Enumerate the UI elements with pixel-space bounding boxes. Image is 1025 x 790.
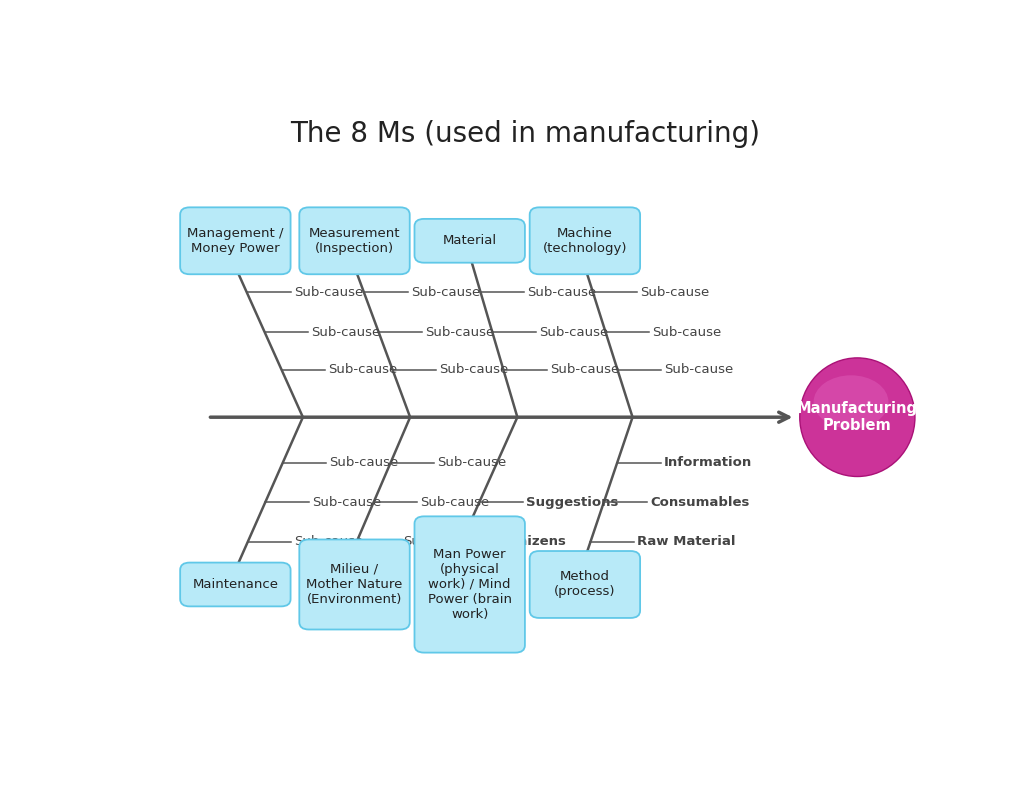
- Text: Suggestions: Suggestions: [526, 496, 618, 509]
- Text: Method
(process): Method (process): [555, 570, 616, 599]
- Text: Raw Material: Raw Material: [638, 536, 736, 548]
- Text: Sub-cause: Sub-cause: [294, 536, 364, 548]
- FancyBboxPatch shape: [180, 562, 290, 607]
- Text: Consumables: Consumables: [651, 496, 750, 509]
- Text: Sub-cause: Sub-cause: [425, 325, 495, 339]
- Text: Sub-cause: Sub-cause: [411, 286, 480, 299]
- Text: Management /
Money Power: Management / Money Power: [188, 227, 284, 255]
- Text: Sub-cause: Sub-cause: [294, 286, 363, 299]
- Text: Sub-cause: Sub-cause: [312, 496, 381, 509]
- Text: Sub-cause: Sub-cause: [528, 286, 597, 299]
- Text: Manufacturing
Problem: Manufacturing Problem: [796, 401, 917, 434]
- Text: Measurement
(Inspection): Measurement (Inspection): [309, 227, 401, 255]
- Text: Sub-cause: Sub-cause: [640, 286, 709, 299]
- Text: Maintenance: Maintenance: [193, 578, 279, 591]
- Text: Information: Information: [664, 457, 752, 469]
- Text: The 8 Ms (used in manufacturing): The 8 Ms (used in manufacturing): [290, 120, 761, 149]
- Text: Sub-cause: Sub-cause: [420, 496, 490, 509]
- Text: Sub-cause: Sub-cause: [664, 363, 734, 376]
- Text: Sub-cause: Sub-cause: [404, 536, 473, 548]
- FancyBboxPatch shape: [414, 219, 525, 263]
- FancyBboxPatch shape: [299, 207, 410, 274]
- Text: Sub-cause: Sub-cause: [539, 325, 609, 339]
- FancyBboxPatch shape: [530, 207, 640, 274]
- Text: Sub-cause: Sub-cause: [440, 363, 508, 376]
- FancyBboxPatch shape: [414, 517, 525, 653]
- Text: Sub-cause: Sub-cause: [330, 457, 399, 469]
- Ellipse shape: [814, 375, 889, 429]
- Text: Sub-cause: Sub-cause: [550, 363, 619, 376]
- Text: Sub-cause: Sub-cause: [652, 325, 722, 339]
- FancyBboxPatch shape: [299, 540, 410, 630]
- Text: Man Power
(physical
work) / Mind
Power (brain
work): Man Power (physical work) / Mind Power (…: [427, 548, 511, 621]
- Text: Milieu /
Mother Nature
(Environment): Milieu / Mother Nature (Environment): [306, 563, 403, 606]
- Text: Sub-cause: Sub-cause: [312, 325, 380, 339]
- Text: Machine
(technology): Machine (technology): [542, 227, 627, 255]
- FancyBboxPatch shape: [180, 207, 290, 274]
- Text: Sub-cause: Sub-cause: [438, 457, 506, 469]
- FancyBboxPatch shape: [530, 551, 640, 618]
- Text: Material: Material: [443, 235, 497, 247]
- Text: Sub-cause: Sub-cause: [328, 363, 398, 376]
- Ellipse shape: [800, 358, 915, 476]
- Text: Kaizens: Kaizens: [508, 536, 566, 548]
